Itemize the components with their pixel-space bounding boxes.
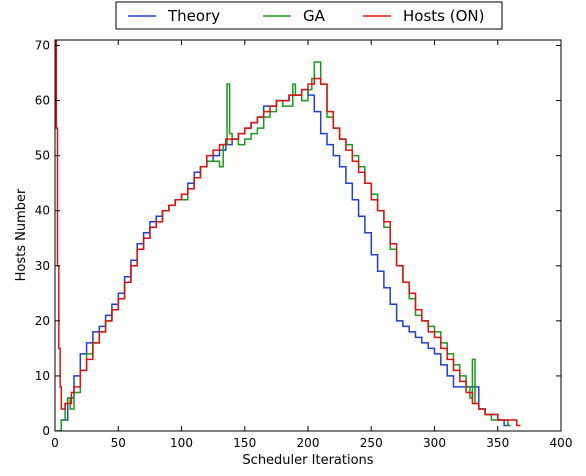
legend-box	[115, 1, 503, 30]
x-tick-label: 250	[360, 436, 383, 450]
legend: Theory GA Hosts (ON)	[115, 1, 503, 30]
x-tick-label: 100	[170, 436, 193, 450]
series-layer	[55, 40, 521, 431]
y-tick-label: 30	[35, 259, 50, 273]
x-tick-label: 150	[233, 436, 256, 450]
x-tick-label: 350	[486, 436, 509, 450]
x-axis-label: Scheduler Iterations	[242, 453, 373, 468]
legend-label-hosts-on: Hosts (ON)	[403, 7, 484, 25]
x-tick-label: 300	[423, 436, 446, 450]
y-tick-label: 20	[35, 314, 50, 328]
y-tick-label: 0	[42, 424, 50, 438]
x-tick-label: 200	[297, 436, 320, 450]
legend-label-ga: GA	[303, 7, 326, 25]
y-tick-label: 70	[35, 39, 50, 53]
x-tick-label: 50	[111, 436, 126, 450]
y-tick-label: 50	[35, 149, 50, 163]
series-line-hosts-on	[55, 40, 521, 427]
plot-background	[55, 40, 561, 431]
tick-layer: 0 50 100 150 200 250 300 350 400 0 10 20 30 40 50 60 70	[35, 39, 573, 450]
plot-frame	[54, 39, 562, 432]
y-tick-label: 60	[35, 94, 50, 108]
y-tick-label: 10	[35, 369, 50, 383]
y-tick-label: 40	[35, 204, 50, 218]
x-tick-label: 400	[550, 436, 573, 450]
y-axis-label: Hosts Number	[14, 188, 29, 281]
x-tick-label: 0	[51, 436, 59, 450]
legend-label-theory: Theory	[167, 7, 220, 25]
